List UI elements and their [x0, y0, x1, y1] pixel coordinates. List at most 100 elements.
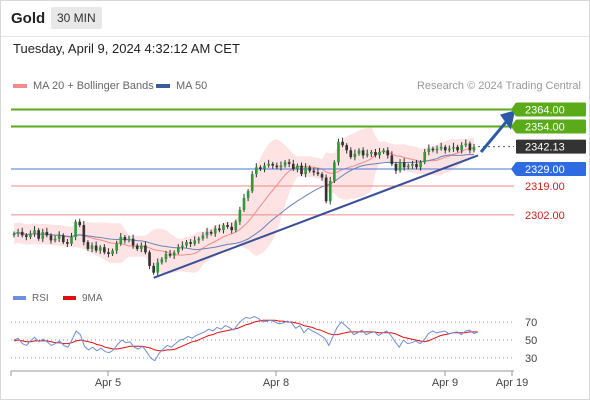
candle-body [341, 141, 344, 146]
candle-body [435, 148, 439, 151]
candle-body [197, 238, 201, 241]
level-label-text: 2319.00 [525, 181, 565, 193]
candle-body [135, 245, 139, 249]
timeframe-badge[interactable]: 30 MIN [51, 7, 102, 29]
candle-body [218, 228, 221, 231]
candle-body [263, 165, 266, 169]
candle-body [205, 231, 209, 236]
candle-body [78, 221, 82, 226]
trend-annotations [153, 110, 515, 279]
time-tick-label: Apr 9 [432, 377, 458, 389]
candle-body [357, 150, 361, 154]
candle-body [238, 209, 242, 222]
candle-body [443, 146, 447, 151]
legend-rsi: RSI [13, 293, 49, 304]
candle-body [90, 245, 94, 249]
level-label-text: 2364.00 [525, 105, 565, 117]
candle-body [33, 230, 36, 234]
candle-body [353, 153, 357, 158]
level-label-text: 2354.00 [525, 122, 565, 134]
candle-body [172, 252, 176, 256]
candle-body [209, 231, 213, 234]
chart-datetime: Tuesday, April 9, 2024 4:32:12 AM CET [13, 41, 240, 56]
candle-body [411, 163, 414, 166]
candle-body [337, 141, 340, 163]
candle-body [234, 221, 238, 231]
candle-body [287, 162, 291, 164]
candle-body [254, 167, 258, 175]
rsi-level-label: 30 [525, 353, 537, 365]
candle-body [378, 152, 381, 156]
legend-ma20-bollinger: MA 20 + Bollinger Bands [13, 80, 154, 92]
candle-body [452, 146, 455, 149]
candle-body [423, 152, 427, 163]
symbol-title: Gold [11, 10, 46, 27]
candle-body [148, 252, 151, 266]
level-label-box [516, 139, 586, 154]
candle-body [230, 226, 234, 231]
candle-body [300, 165, 303, 175]
candle-body [193, 240, 197, 244]
level-label-pointer [511, 119, 516, 134]
candle-body [291, 163, 295, 169]
level-label-box [516, 102, 586, 117]
candle-body [222, 225, 225, 231]
candle-body [86, 242, 90, 249]
candle-body [103, 247, 106, 253]
candle-body [398, 162, 402, 171]
candle-body [271, 163, 275, 166]
candle-body [57, 235, 61, 239]
moving-averages [13, 147, 475, 256]
level-label-pointer [511, 162, 516, 176]
candle-body [98, 247, 102, 251]
legend-label-ma20: MA 20 + Bollinger Bands [33, 80, 154, 92]
candle-body [324, 177, 328, 202]
target-arrow-shaft [479, 118, 510, 153]
rsi-9ma-line [13, 319, 478, 352]
rsi-level-label: 70 [525, 317, 537, 329]
rsi-level-label: 50 [525, 335, 537, 347]
candle-body [431, 148, 435, 151]
candle-body [144, 245, 147, 253]
candle-body [66, 242, 69, 244]
candle-body [250, 174, 254, 192]
candle-body [119, 237, 123, 244]
candle-body [427, 148, 431, 152]
candle-body [386, 150, 390, 156]
candle-body [365, 153, 369, 156]
level-label-box [516, 162, 586, 176]
legend-label-rsi: RSI [32, 293, 49, 304]
legend-swatch-ma20 [13, 84, 27, 89]
candle-body [382, 150, 385, 152]
candle-body [123, 237, 127, 241]
level-label-pointer [511, 102, 516, 117]
candle-body [275, 165, 279, 168]
legend-swatch-rsi [13, 296, 26, 301]
candle-body [448, 148, 451, 151]
legend-ma50: MA 50 [156, 80, 207, 92]
candle-body [296, 165, 299, 169]
candle-body [12, 233, 16, 236]
candle-body [82, 225, 86, 243]
candle-body [304, 167, 307, 175]
candle-body [74, 221, 77, 237]
candle-body [53, 238, 57, 241]
support-trendline [153, 154, 479, 279]
candle-body [259, 167, 262, 169]
legend-9ma: 9MA [63, 293, 103, 304]
candle-body [406, 165, 410, 168]
candle-body [213, 228, 217, 234]
level-label-box [516, 119, 586, 134]
candle-body [181, 245, 184, 248]
candle-body [419, 162, 422, 168]
candle-body [160, 259, 164, 263]
candle-body [312, 170, 316, 173]
candle-body [168, 254, 172, 256]
candle-body [402, 162, 406, 168]
research-credit: Research © 2024 Trading Central [416, 80, 581, 92]
candle-body [156, 262, 160, 273]
candle-body [29, 233, 32, 237]
candle-body [45, 231, 49, 236]
legend-label-9ma: 9MA [82, 293, 103, 304]
